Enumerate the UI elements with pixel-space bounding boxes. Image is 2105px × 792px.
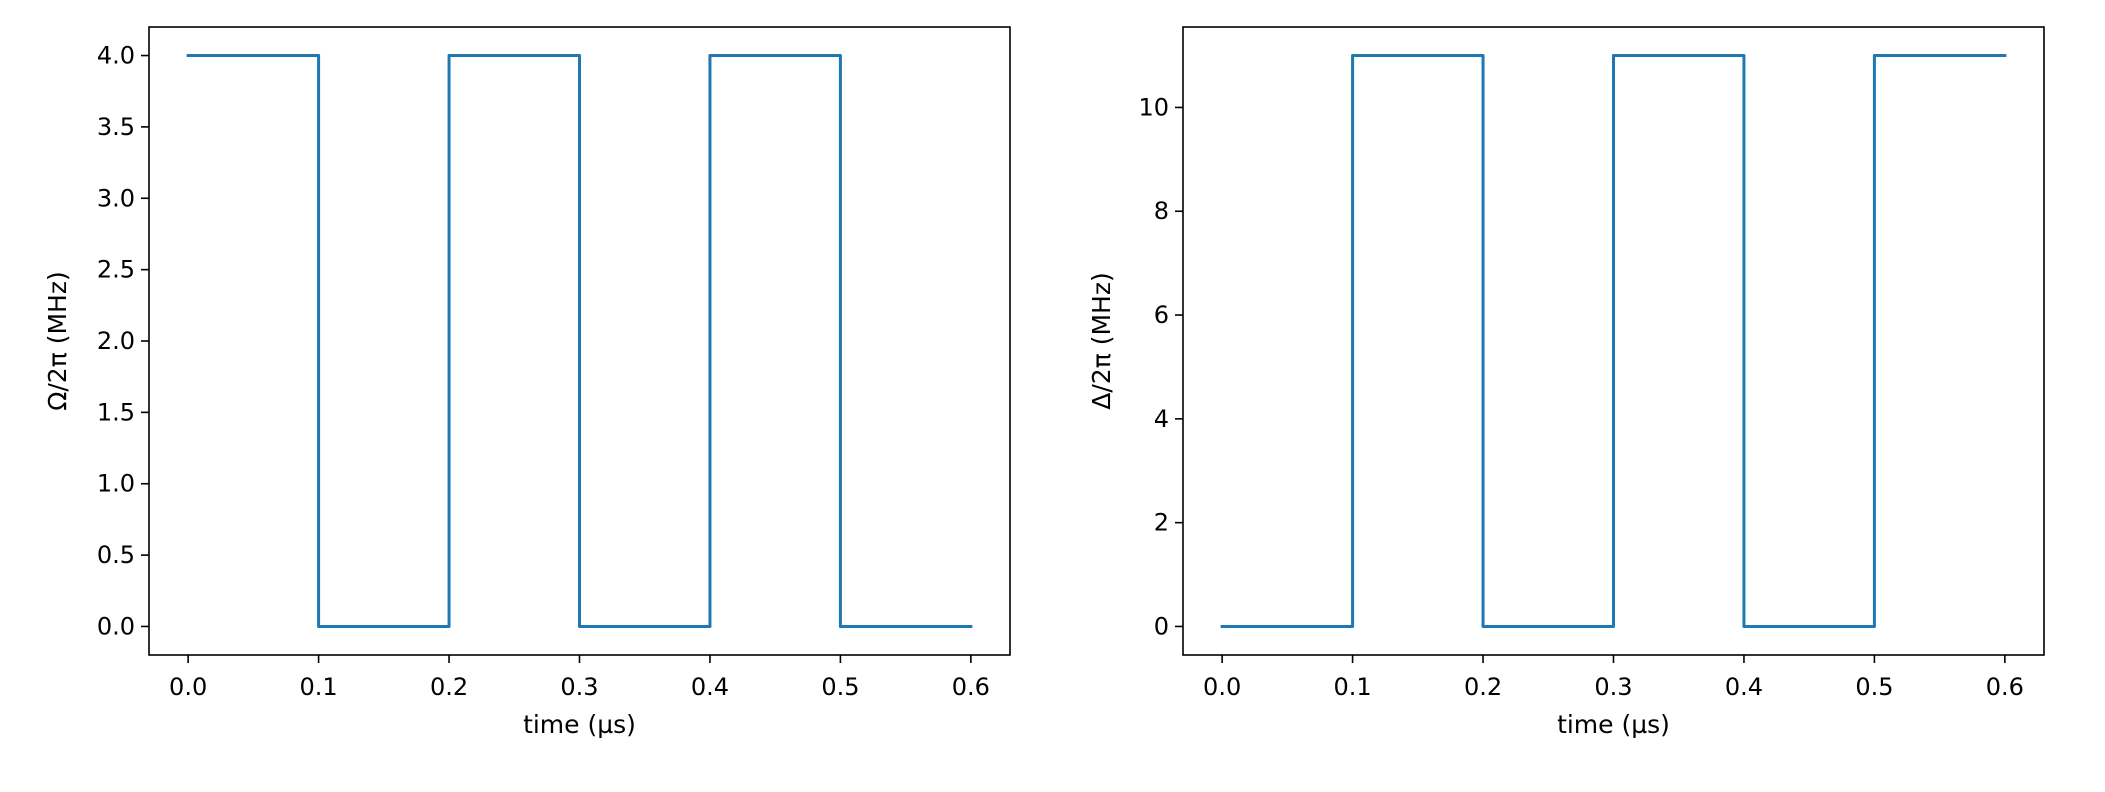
y-tick-label: 1.5 [97,398,135,426]
y-tick-label: 2.5 [97,256,135,284]
x-tick-label: 0.4 [1725,673,1763,701]
x-tick-label: 0.3 [1594,673,1632,701]
y-tick-label: 6 [1154,301,1169,329]
y-tick-label: 0.0 [97,612,135,640]
x-tick-label: 0.5 [1855,673,1893,701]
x-tick-label: 0.0 [1203,673,1241,701]
x-tick-label: 0.2 [1464,673,1502,701]
y-tick-label: 8 [1154,197,1169,225]
chart-2: 0.0 0.1 0.2 0.3 0.4 0.5 0.6 0 2 4 6 8 10 time (µs) Δ/2… [1087,26,2045,739]
x-tick-label: 0.4 [691,673,729,701]
y-tick-label: 4.0 [97,42,135,70]
y-tick-label: 4 [1154,405,1169,433]
y-tick-label: 2.0 [97,327,135,355]
series-line [186,54,973,628]
series-line [1220,54,2007,628]
y-axis-label: Ω/2π (MHz) [43,271,72,410]
y-tick-label: 1.0 [97,470,135,498]
x-tick-label: 0.5 [821,673,859,701]
y-tick-label: 2 [1154,509,1169,537]
y-tick-label: 0.5 [97,541,135,569]
x-tick-label: 0.1 [1334,673,1372,701]
x-axis-label: time (µs) [523,710,636,739]
x-tick-label: 0.3 [560,673,598,701]
y-tick-label: 3.5 [97,113,135,141]
x-tick-label: 0.6 [952,673,990,701]
y-tick-label: 10 [1138,93,1169,121]
x-tick-label: 0.1 [300,673,338,701]
x-tick-label: 0.6 [1986,673,2024,701]
x-tick-label: 0.0 [169,673,207,701]
x-axis-label: time (µs) [1557,710,1670,739]
chart-1: 0.0 0.1 0.2 0.3 0.4 0.5 0.6 0.0 0.5 1.0 1.5 2.0 2.5 3… [43,26,1011,739]
y-tick-label: 3.0 [97,184,135,212]
y-tick-label: 0 [1154,612,1169,640]
x-tick-label: 0.2 [430,673,468,701]
y-axis-label: Δ/2π (MHz) [1087,272,1116,409]
